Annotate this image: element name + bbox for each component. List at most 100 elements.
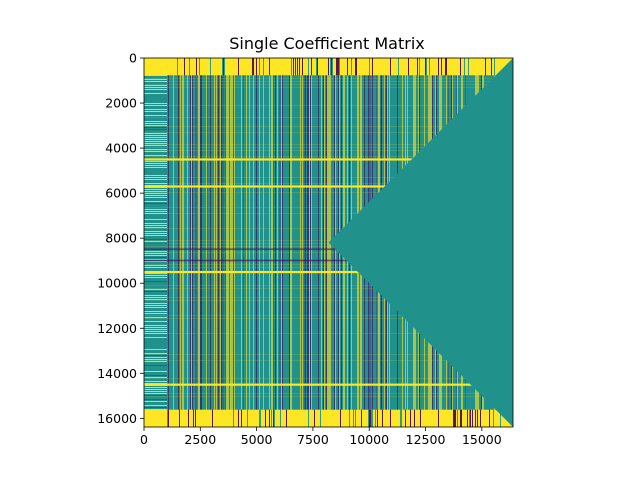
heatmap-row-stripe <box>144 291 168 292</box>
heatmap-full-row-stripe <box>398 58 399 76</box>
heatmap-full-row-stripe <box>455 409 456 427</box>
heatmap-row-texture <box>144 132 513 133</box>
heatmap-full-row-stripe <box>314 409 315 427</box>
heatmap-row-stripe <box>144 273 168 274</box>
heatmap-full-row-stripe <box>361 409 362 427</box>
heatmap-full-row-stripe <box>330 58 331 76</box>
heatmap-column-stripe <box>327 58 328 427</box>
heatmap-full-row-stripe <box>355 409 356 427</box>
heatmap-full-row-stripe <box>493 409 494 427</box>
x-tick-label: 12500 <box>406 432 446 447</box>
heatmap-row-stripe <box>144 357 168 358</box>
heatmap-row-stripe <box>144 239 168 240</box>
heatmap-column-stripe <box>222 58 223 427</box>
heatmap-row-texture <box>144 150 513 151</box>
heatmap-full-row-stripe <box>414 409 415 427</box>
heatmap-dark-row <box>144 248 513 251</box>
heatmap-column-stripe <box>173 58 174 427</box>
heatmap-full-row-stripe <box>295 58 296 76</box>
heatmap-row-texture <box>144 228 513 229</box>
heatmap-row-texture <box>144 78 513 79</box>
heatmap-column-stripe <box>277 58 278 427</box>
heatmap-full-row-stripe <box>390 409 391 427</box>
heatmap-column-stripe <box>241 58 242 427</box>
heatmap-column-stripe <box>207 58 208 427</box>
x-tick-label: 10000 <box>349 432 389 447</box>
heatmap-row-stripe <box>144 85 168 86</box>
heatmap-full-row-stripe <box>274 409 275 427</box>
heatmap-full-row-stripe <box>457 409 458 427</box>
heatmap-full-row-stripe <box>368 409 369 427</box>
heatmap-column-stripe <box>187 58 188 427</box>
heatmap-full-row-stripe <box>460 58 461 76</box>
heatmap-full-row-stripe <box>370 409 371 427</box>
heatmap-row-stripe <box>144 389 168 390</box>
heatmap-column-stripe <box>232 58 233 427</box>
heatmap-row-texture <box>144 240 513 241</box>
heatmap-column-stripe <box>318 58 319 427</box>
y-tick-label: 2000 <box>105 96 137 111</box>
heatmap-column-stripe <box>223 58 224 427</box>
heatmap-row-stripe <box>144 81 168 82</box>
heatmap-full-row-stripe <box>477 409 478 427</box>
heatmap-row-stripe <box>144 193 168 194</box>
heatmap-row-stripe <box>144 325 168 326</box>
heatmap-row-stripe <box>144 281 168 282</box>
heatmap-row-stripe <box>144 381 168 382</box>
heatmap-column-stripe <box>279 58 280 427</box>
heatmap-full-row-stripe <box>256 58 257 76</box>
heatmap-full-row-stripe <box>195 409 196 427</box>
heatmap-full-row-stripe <box>291 58 292 76</box>
heatmap-column-stripe <box>227 58 228 427</box>
heatmap-row-stripe <box>144 151 168 152</box>
heatmap-full-row-stripe <box>193 409 194 427</box>
heatmap-row-texture <box>144 378 513 379</box>
heatmap-column-stripe <box>206 58 207 427</box>
heatmap-row-stripe <box>144 313 168 314</box>
y-tick-label: 14000 <box>97 366 137 381</box>
heatmap-row-stripe <box>144 191 168 192</box>
heatmap-full-row-stripe <box>445 58 446 76</box>
heatmap-column-stripe <box>182 58 183 427</box>
heatmap-full-row-stripe <box>247 409 248 427</box>
heatmap-full-row-stripe <box>210 58 211 76</box>
heatmap-column-stripe <box>323 58 324 427</box>
heatmap-row-texture <box>144 213 513 214</box>
heatmap-row-texture <box>144 105 513 106</box>
heatmap-full-row-stripe <box>263 58 264 76</box>
heatmap-row-stripe <box>144 383 168 384</box>
heatmap-row-stripe <box>144 371 168 372</box>
heatmap-full-row-stripe <box>429 58 430 76</box>
heatmap-full-row-stripe <box>241 409 242 427</box>
heatmap-bright-row <box>144 158 513 161</box>
heatmap-full-row-stripe <box>167 409 168 427</box>
heatmap-row-texture <box>144 183 513 184</box>
heatmap-corner-bottom <box>144 409 168 427</box>
heatmap-column-stripe <box>228 58 229 427</box>
heatmap-full-row-stripe <box>177 58 178 76</box>
heatmap-row-texture <box>144 300 513 301</box>
heatmap-full-row-stripe <box>332 58 333 76</box>
heatmap-full-row-stripe <box>273 409 274 427</box>
heatmap-row-texture <box>144 177 513 178</box>
heatmap-column-stripe <box>272 58 273 427</box>
heatmap-row-stripe <box>144 93 168 94</box>
heatmap-full-row-stripe <box>179 409 180 427</box>
heatmap-full-row-stripe <box>441 58 442 76</box>
heatmap-full-row-stripe <box>222 58 223 76</box>
heatmap-full-row-stripe <box>390 58 391 76</box>
heatmap-column-stripe <box>273 58 274 427</box>
heatmap-column-stripe <box>196 58 197 427</box>
heatmap-column-stripe <box>309 58 310 427</box>
heatmap-row-stripe <box>144 377 168 378</box>
x-tick-label: 7500 <box>297 432 329 447</box>
heatmap-column-stripe <box>281 58 282 427</box>
heatmap-row-stripe <box>144 145 168 146</box>
heatmap-row-texture <box>144 144 513 145</box>
heatmap-column-stripe <box>326 58 327 427</box>
heatmap-column-stripe <box>216 58 217 427</box>
heatmap-full-row-stripe <box>339 58 340 76</box>
heatmap-full-row-stripe <box>446 58 447 76</box>
heatmap-row-texture <box>144 318 513 319</box>
